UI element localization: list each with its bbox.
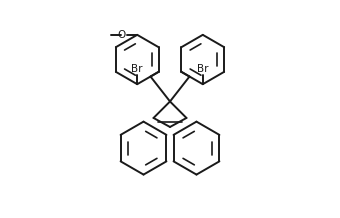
Text: Br: Br [132,64,143,74]
Text: Br: Br [197,64,208,74]
Text: O: O [117,30,125,40]
